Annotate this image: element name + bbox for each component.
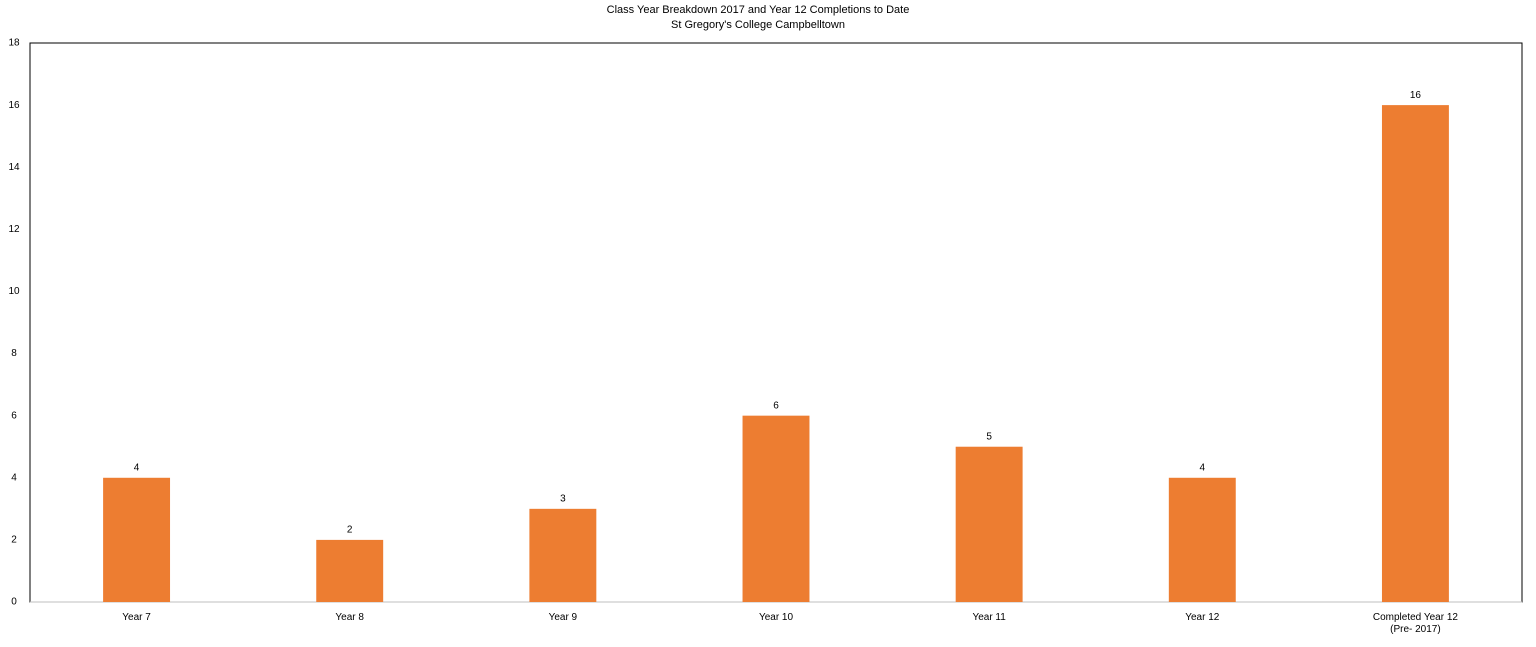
x-tick-label: Year 12 [1185,612,1220,623]
y-tick-label: 12 [8,224,20,235]
y-tick-label: 18 [8,38,20,49]
y-tick-label: 16 [8,100,20,111]
y-tick-label: 8 [11,348,17,359]
bar [1168,477,1236,602]
x-tick-label: Year 9 [548,612,578,623]
chart-subtitle: St Gregory's College Campbelltown [671,19,845,31]
y-tick-label: 10 [8,286,20,297]
x-tick-label: Completed Year 12 (Pre- 2017) [1372,612,1458,635]
value-label: 4 [1200,462,1206,473]
x-tick-label: Year 11 [972,612,1006,623]
x-tick-label: Year 10 [758,612,794,623]
bar [103,477,171,602]
bar [742,415,810,602]
y-tick-label: 0 [11,597,17,608]
bar [955,446,1023,602]
value-label: 6 [773,400,779,411]
value-label: 2 [347,525,353,536]
chart-title: Class Year Breakdown 2017 and Year 12 Co… [607,4,910,16]
bar [316,539,384,602]
value-label: 3 [560,493,566,504]
value-label: 5 [986,431,992,442]
y-tick-label: 6 [11,410,17,421]
bar [1381,105,1449,602]
bar [529,508,597,602]
y-tick-label: 14 [8,162,20,173]
y-tick-label: 4 [11,472,17,483]
x-tick-label: Year 8 [335,612,364,623]
value-label: 4 [134,462,140,473]
y-tick-label: 2 [11,535,17,546]
x-tick-label: Year 7 [122,612,151,623]
value-label: 16 [1410,90,1422,101]
